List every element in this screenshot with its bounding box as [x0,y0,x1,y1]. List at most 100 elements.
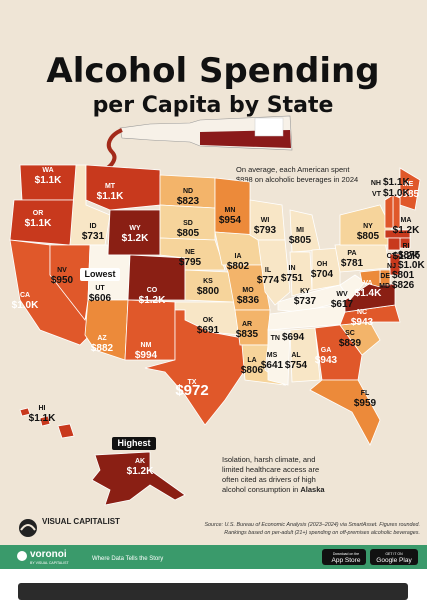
state-shape [267,329,291,386]
alaska-note: often cited as drivers of high [222,475,316,484]
banner-logo: voronoi [30,549,67,560]
state-abbr: AK [135,458,145,465]
state-abbr: WV [336,291,348,298]
state-value: $617 [331,299,354,310]
state-abbr: NV [57,267,67,274]
state-value: $781 [341,258,364,269]
highest-label: Highest [117,438,150,448]
state-value: $751 [281,273,304,284]
state-abbr: MT [105,183,116,190]
state-value: $954 [219,215,242,226]
state-abbr: KY [300,288,310,295]
state-shapes [9,164,421,506]
state-value: $1.2K [139,295,166,306]
app-store-badge[interactable] [322,549,366,565]
state-shape [49,244,91,321]
alaska-note: alcohol consumption in [222,485,298,494]
brand: VISUAL CAPITALIST [19,517,120,537]
state-value: $704 [311,269,334,280]
state-abbr: NJ [387,263,396,270]
state-abbr: PA [347,250,356,257]
state-abbr: MA [401,217,412,224]
state-value: $1.0K [383,188,410,199]
state-value: $959 [354,398,377,409]
state-value: $694 [282,332,305,343]
state-abbr: FL [361,390,370,397]
state-value: $793 [254,225,277,236]
state-shape [359,269,381,288]
state-abbr: ME [403,181,414,188]
state-value: $800 [197,286,220,297]
state-abbr: WY [129,225,141,232]
state-value: $950 [51,275,74,286]
state-value: $641 [261,360,284,371]
subtitle: per Capita by State [93,93,334,118]
state-shape [84,299,129,361]
state-abbr: WI [261,217,270,224]
state-value: $1.0K [12,300,39,311]
alaska-note: limited healthcare access are [222,465,319,474]
banner-logo-icon [17,551,27,561]
state-abbr: SD [183,220,193,227]
google-play-badge[interactable] [370,549,418,565]
state-abbr: CT [387,253,397,260]
state-abbr: MI [296,227,304,234]
state-abbr: UT [95,285,105,292]
lowest-label: Lowest [84,269,115,279]
state-abbr: LA [247,357,256,364]
state-abbr: CA [20,292,30,299]
state-value: $839 [339,338,362,349]
alaska-note: Isolation, harsh climate, and [222,455,315,464]
state-value: $1.0K [398,260,425,271]
alaska-note: alcohol consumption in Alaska [222,485,325,494]
state-value: $1.1K [97,191,124,202]
state-value: $795 [179,257,202,268]
state-shape [289,327,321,383]
app-store-small: Download on the [333,552,359,556]
state-shape [389,253,401,276]
state-abbr: RI [403,243,410,250]
state-shape [85,164,161,211]
state-value: $801 [392,270,415,281]
state-abbr: IN [289,265,296,272]
state-abbr: NM [141,342,152,349]
state-abbr: SC [345,330,355,337]
state-value: $1.4K [355,288,382,299]
state-value: $835 [236,329,259,340]
state-value: $1.1K [29,413,56,424]
state-value: $606 [89,293,112,304]
state-value: $805 [289,235,312,246]
state-abbr: MD [379,283,390,290]
state-abbr: ND [183,188,193,195]
average-note: $898 on alcoholic beverages in 2024 [236,175,358,184]
google-play-big: Google Play [376,557,412,564]
state-abbr: TN [271,335,280,342]
state-value: $754 [285,360,308,371]
average-note: On average, each American spent [236,165,350,174]
state-value: $1.2K [127,466,154,477]
alaska-note-bold: Alaska [300,485,325,494]
state-shape [257,239,291,306]
state-abbr: KS [203,278,213,285]
state-value: $806 [241,365,264,376]
state-value: $826 [392,280,415,291]
state-abbr: NE [185,249,195,256]
state-abbr: IL [265,267,272,274]
state-value: $943 [351,317,374,328]
state-value: $805 [177,228,200,239]
state-abbr: VT [372,191,382,198]
state-abbr: OH [317,261,328,268]
state-abbr: GA [321,347,332,354]
state-abbr: WA [42,167,53,174]
state-abbr: ID [90,223,97,230]
state-shape [399,167,421,211]
state-value: $875 [398,250,421,261]
state-value: $1.1K [35,175,62,186]
state-abbr: MO [242,287,254,294]
state-value: $882 [91,343,114,354]
state-abbr: AL [291,352,301,359]
source: Source: U.S. Bureau of Economic Analysis… [204,522,420,528]
state-value: $972 [175,382,208,399]
state-abbr: AR [242,321,252,328]
